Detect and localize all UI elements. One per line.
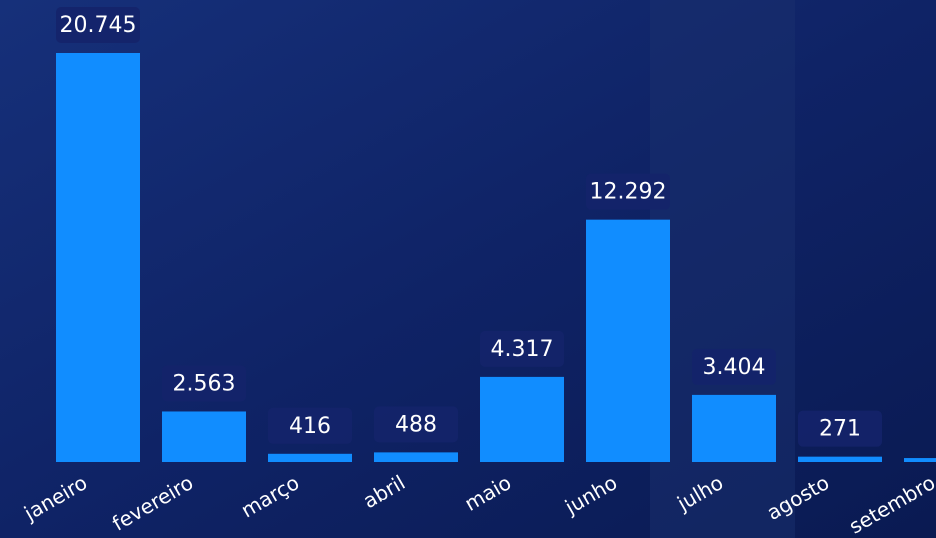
value-label: 4.317	[491, 337, 554, 362]
bar	[268, 454, 352, 462]
bar	[586, 220, 670, 462]
bar	[480, 377, 564, 462]
bar	[798, 457, 882, 462]
value-label: 416	[289, 414, 331, 439]
value-label: 3.404	[703, 355, 766, 380]
bar	[692, 395, 776, 462]
bar	[56, 53, 140, 462]
value-label: 2.563	[173, 371, 236, 396]
background	[0, 0, 936, 538]
value-label: 20.745	[60, 13, 137, 38]
chart: 20.745janeiro2.563fevereiro416março488ab…	[0, 0, 936, 538]
bar	[904, 458, 936, 462]
page: 20.745janeiro2.563fevereiro416março488ab…	[0, 0, 936, 538]
value-label: 271	[819, 417, 861, 442]
value-label: 488	[395, 412, 437, 437]
bar	[374, 452, 458, 462]
value-label: 12.292	[590, 180, 667, 205]
bar	[162, 411, 246, 462]
